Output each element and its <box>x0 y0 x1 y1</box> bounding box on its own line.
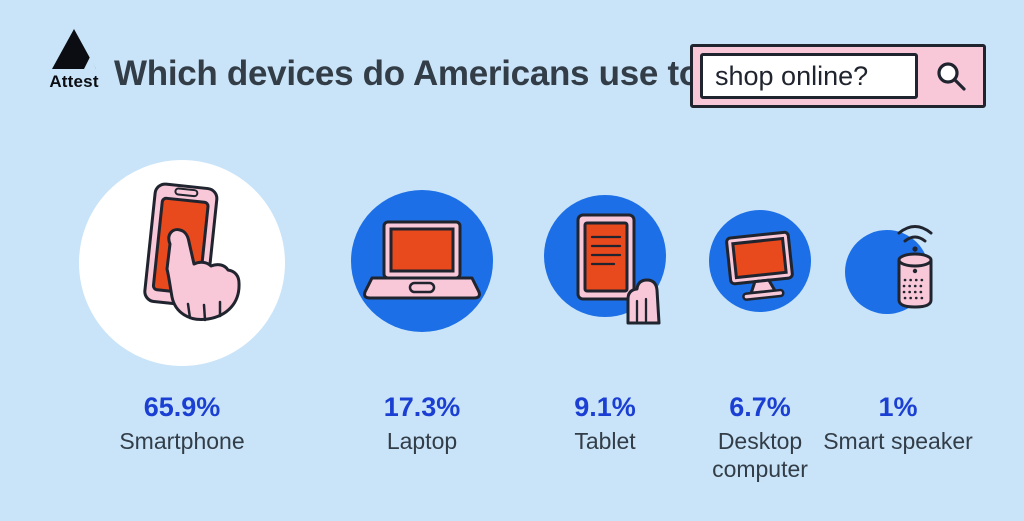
laptop-icon-wrap <box>332 138 512 388</box>
device-column-tablet: 9.1% Tablet <box>518 138 692 455</box>
device-value: 6.7% <box>729 392 791 422</box>
pointing-hand-icon <box>165 228 241 322</box>
laptop-icon <box>351 190 493 332</box>
device-value: 1% <box>878 392 918 422</box>
device-label: Desktop computer <box>712 428 808 483</box>
page-title: Which devices do Americans use to <box>114 54 700 93</box>
search-icon <box>936 62 966 91</box>
tablet-icon <box>544 195 666 325</box>
attest-logo: Attest <box>44 28 104 92</box>
device-value: 17.3% <box>383 392 461 422</box>
wifi-waves-icon <box>897 225 933 243</box>
device-label: Smartphone <box>119 428 245 454</box>
smartphone-icon <box>79 160 285 366</box>
holding-hand-icon <box>626 278 661 325</box>
smartphone-icon-wrap <box>52 138 312 388</box>
device-value: 9.1% <box>574 392 636 422</box>
tablet-icon-wrap <box>518 138 692 388</box>
search-box[interactable]: shop online? <box>690 44 986 108</box>
device-column-speaker: 1% Smart speaker <box>812 138 984 455</box>
brand-name: Attest <box>49 72 99 91</box>
device-column-laptop: 17.3% Laptop <box>332 138 512 455</box>
device-value: 65.9% <box>143 392 221 422</box>
speaker-icon-wrap <box>812 138 984 388</box>
search-input[interactable]: shop online? <box>700 53 918 99</box>
device-column-desktop: 6.7% Desktop computer <box>674 138 846 483</box>
device-label: Smart speaker <box>823 428 973 454</box>
device-label: Laptop <box>386 428 458 454</box>
search-button[interactable] <box>918 58 983 94</box>
device-column-smartphone: 65.9% Smartphone <box>52 138 312 455</box>
attest-logo-icon <box>52 29 96 69</box>
device-label: Tablet <box>574 428 636 454</box>
smart-speaker-icon <box>845 225 933 314</box>
desktop-computer-icon <box>709 210 811 312</box>
desktop-icon-wrap <box>674 138 846 388</box>
